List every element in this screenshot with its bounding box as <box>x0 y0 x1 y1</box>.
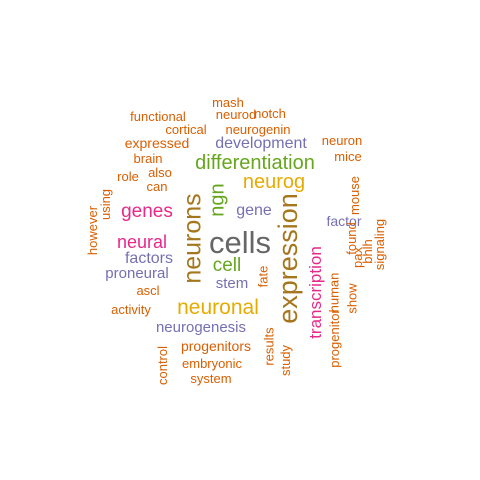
word-mouse: mouse <box>347 175 363 215</box>
word-neurog: neurog <box>242 171 306 193</box>
word-cell: cell <box>212 254 242 276</box>
word-neurod: neurod <box>215 106 257 122</box>
word-cells: cells <box>208 224 271 260</box>
word-results: results <box>261 326 277 366</box>
word-signaling: signaling <box>372 218 388 270</box>
word-neuron: neuron <box>321 132 363 148</box>
word-study: study <box>278 344 294 376</box>
word-expressed: expressed <box>124 135 190 151</box>
word-transcription: transcription <box>305 245 325 339</box>
word-development: development <box>215 135 307 152</box>
word-neurogenesis: neurogenesis <box>155 318 247 336</box>
word-factors: factors <box>124 250 173 267</box>
word-brain: brain <box>133 150 163 166</box>
word-neuronal: neuronal <box>177 295 259 319</box>
word-cortical: cortical <box>165 121 207 137</box>
word-found: found <box>343 221 359 255</box>
word-stem: stem <box>215 274 249 292</box>
word-using: using <box>98 188 114 220</box>
word-progenitors: progenitors <box>180 338 252 354</box>
word-proneural: proneural <box>105 264 169 282</box>
word-expression: expression <box>272 192 303 324</box>
word-mice: mice <box>334 148 362 164</box>
word-neural: neural <box>116 232 168 252</box>
word-role: role <box>117 168 139 184</box>
word-differentiation: differentiation <box>195 152 315 174</box>
word-activity: activity <box>111 301 151 317</box>
word-mash: mash <box>212 94 244 110</box>
word-ngn: ngn <box>207 183 229 217</box>
word-system: system <box>190 370 232 386</box>
word-functional: functional <box>130 108 186 124</box>
word-fate: fate <box>255 265 271 287</box>
word-notch: notch <box>254 105 286 121</box>
word-also: also <box>148 164 172 180</box>
word-human: human <box>326 272 342 312</box>
word-factor: factor <box>326 213 362 229</box>
word-ascl: ascl <box>136 282 160 298</box>
word-genes: genes <box>121 200 173 222</box>
word-progenitor: progenitor <box>326 308 342 368</box>
word-neurogenin: neurogenin <box>225 121 291 137</box>
word-control: control <box>155 345 171 385</box>
word-embryonic: embryonic <box>182 355 242 371</box>
word-neurons: neurons <box>178 192 207 284</box>
word-can: can <box>146 178 168 194</box>
word-gene: gene <box>236 202 272 219</box>
word-show: show <box>344 282 360 314</box>
